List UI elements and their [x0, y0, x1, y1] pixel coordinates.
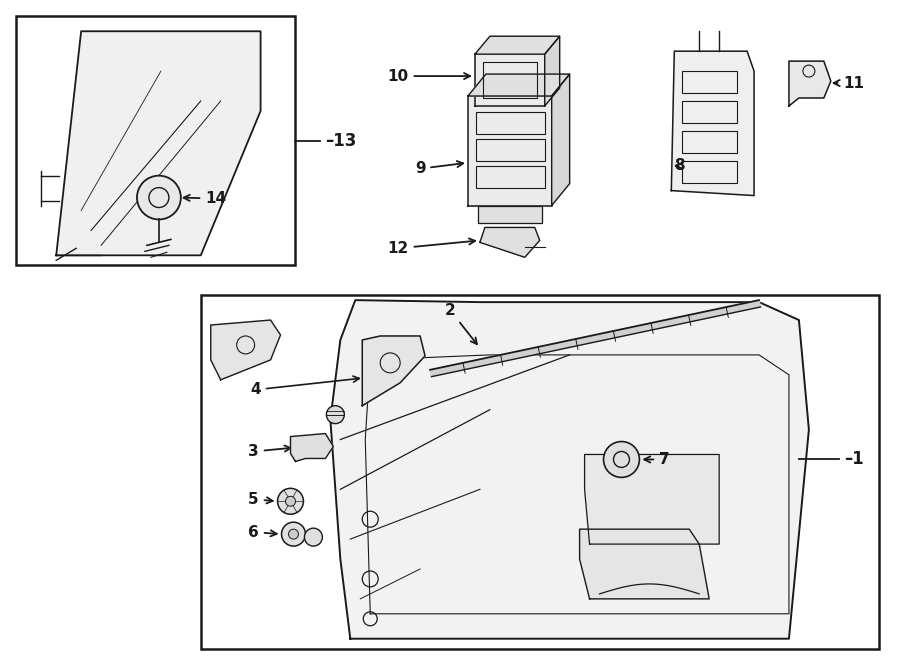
Bar [682, 161, 737, 182]
Circle shape [277, 488, 303, 514]
Circle shape [604, 442, 639, 477]
Polygon shape [585, 455, 719, 544]
Text: –13: –13 [326, 132, 356, 150]
Text: 2: 2 [445, 303, 477, 344]
Circle shape [137, 176, 181, 219]
Polygon shape [468, 96, 552, 206]
Polygon shape [478, 206, 542, 223]
Polygon shape [363, 336, 425, 406]
Circle shape [289, 529, 299, 539]
Text: 9: 9 [415, 161, 464, 176]
Bar [483, 62, 536, 98]
Bar [476, 139, 544, 161]
Circle shape [304, 528, 322, 546]
Circle shape [285, 496, 295, 506]
Polygon shape [430, 300, 760, 377]
Polygon shape [544, 36, 560, 106]
Bar [476, 112, 544, 134]
Text: 10: 10 [388, 69, 470, 83]
Circle shape [282, 522, 305, 546]
Polygon shape [580, 529, 709, 599]
Polygon shape [211, 320, 281, 380]
Polygon shape [671, 51, 754, 196]
Polygon shape [56, 31, 261, 255]
Text: 14: 14 [184, 191, 226, 206]
Polygon shape [475, 54, 544, 106]
Text: –1: –1 [844, 450, 863, 469]
Polygon shape [330, 300, 809, 639]
Bar [16, 17, 295, 265]
Polygon shape [552, 74, 570, 206]
Polygon shape [789, 61, 831, 106]
Text: 12: 12 [388, 239, 475, 256]
Text: 7: 7 [644, 452, 670, 467]
Text: 6: 6 [248, 525, 276, 539]
Bar [682, 101, 737, 123]
Bar [201, 295, 878, 648]
Polygon shape [475, 36, 560, 54]
Bar [682, 71, 737, 93]
Circle shape [327, 406, 345, 424]
Bar [682, 131, 737, 153]
Text: 5: 5 [248, 492, 273, 507]
Text: 4: 4 [250, 376, 359, 397]
Polygon shape [291, 434, 333, 461]
Polygon shape [480, 227, 540, 257]
Text: 11: 11 [833, 75, 864, 91]
Text: 8: 8 [674, 158, 685, 173]
Bar [476, 166, 544, 188]
Text: 3: 3 [248, 444, 291, 459]
Polygon shape [468, 74, 570, 96]
